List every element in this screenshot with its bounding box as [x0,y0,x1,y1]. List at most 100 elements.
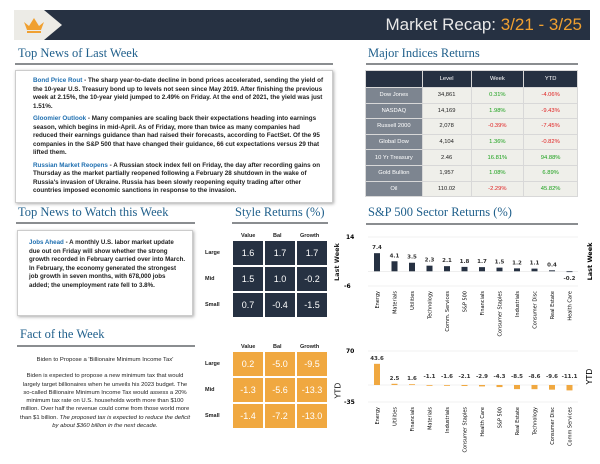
divider [15,63,333,65]
style-row-label: Mid [205,276,215,282]
data-label: -9.6 [546,374,558,380]
data-label: -11.1 [562,374,578,380]
ytd-cell: -0.82% [523,133,578,151]
data-label: 43.6 [370,356,384,362]
bar [374,363,380,385]
style-row-label: Large [205,250,220,256]
sector-chart-last-week: 14 -6 7.4 Energy 4.1 Materials 3.5 Utilities 2.3… [344,234,594,337]
title-text: Market Recap: [385,15,501,34]
data-label: 3.5 [407,255,417,261]
style-cell: -1.5 [297,293,327,317]
news-headline[interactable]: Russian Market Reopens [33,161,108,169]
fact-text: Biden is expected to propose a new minim… [20,373,190,421]
index-name: Dow Jones [365,87,423,104]
ytd-cell: 94.88% [523,149,578,166]
index-name: 10 Yr Treasury [365,149,423,166]
week-cell: -0.39% [470,118,525,135]
bar [496,267,503,272]
category-label: Materials [393,291,399,314]
style-row-label: Small [205,302,220,308]
data-label: -4.3 [493,374,505,380]
table-row: Russell 2000 2,078 -0.39% -7.45% [365,118,578,135]
y-tick-label: -35 [344,399,355,406]
news-body: A Russian stock index fell on Friday, th… [33,161,321,195]
data-label: -8.5 [511,374,523,380]
style-cell: -13.0 [297,404,327,428]
level-cell: 4,104 [421,133,472,151]
style-cell: -0.4 [265,293,295,317]
style-column-label: Value [241,233,256,239]
week-cell: 1.98% [470,102,525,120]
category-label: Consumer Disc [533,291,539,329]
category-label: Financials [480,291,486,316]
category-label: Health Care [480,407,486,437]
watch-body: A monthly U.S. labor market update due o… [29,239,186,289]
watch-box: Jobs Ahead - A monthly U.S. labor market… [17,230,193,316]
category-label: Energy [375,407,381,425]
bar [391,383,398,385]
table-row: Oil 110.02 -2.29% 45.82% [365,180,578,198]
fact-headline: Biden to Propose a 'Billionaire Minimum … [36,357,174,363]
bar [496,385,503,388]
column-header: Level [421,70,472,88]
style-row-label: Small [205,413,220,419]
ytd-cell: -9.43% [523,102,578,120]
data-label: -8.6 [528,374,540,380]
ytd-cell: -7.45% [523,118,578,135]
data-label: 1.5 [495,260,505,266]
level-cell: 1,957 [421,164,472,182]
bar [391,261,398,272]
data-label: 4.1 [390,253,400,259]
watch-headline[interactable]: Jobs Ahead [29,239,64,246]
bar [426,265,433,272]
bar [444,266,450,272]
bar [531,268,538,272]
watch-title: Top News to Watch this Week [18,205,169,219]
bar [409,384,415,386]
style-cell: 1.7 [297,241,327,265]
category-label: S&P 500 [463,291,469,312]
news-body: The sharp year-to-date decline in bond p… [33,77,324,110]
news-headline[interactable]: Gloomier Outlook [33,115,87,122]
week-cell: -2.29% [470,180,525,198]
y-tick-label: -6 [344,283,351,290]
week-cell: 0.31% [470,87,525,104]
y-tick-label: 70 [346,348,354,355]
column-header: Week [470,70,525,88]
news-headline[interactable]: Bond Price Rout [33,77,83,84]
sector-title: S&P 500 Sector Returns (%) [368,205,512,219]
top-news-title: Top News of Last Week [18,46,139,60]
index-name: Global Dow [365,133,423,151]
index-name: Gold Bullion [365,164,423,182]
data-label: -2.1 [458,374,470,380]
style-column-label: Value [241,344,256,350]
divider [16,222,195,224]
style-cell: -9.5 [297,352,327,376]
category-label: Materials [428,407,434,430]
bar [444,385,450,386]
data-label: 1.2 [512,260,522,266]
page-title: Market Recap: 3/21 - 3/25 [385,15,582,35]
bar [531,385,538,390]
fact-box: Biden to Propose a 'Billionaire Minimum … [20,356,190,430]
level-cell: 14,169 [421,102,472,120]
news-item: Bond Price Rout - The sharp year-to-date… [33,77,324,110]
data-label: 2.5 [390,376,400,382]
ytd-cell: -4.06% [523,87,578,104]
news-item: Russian Market Reopens - A Russian stock… [33,161,321,195]
category-label: Real Estate [515,407,521,435]
category-label: Financials [410,407,416,432]
category-label: S&P 500 [498,407,504,428]
ytd-cell: 6.89% [523,164,578,182]
data-label: 0.4 [547,262,557,268]
header-bar: Market Recap: 3/21 - 3/25 [14,10,590,40]
index-name: Russell 2000 [365,118,423,135]
date-range: 3/21 - 3/25 [500,15,582,34]
week-cell: 1.08% [470,164,525,182]
style-cell: -7.2 [265,404,295,428]
divider [17,345,195,347]
fact-italic: The proposed tax is expected to reduce t… [52,414,190,430]
bar [461,266,468,272]
style-cell: 0.2 [233,352,263,376]
level-cell: 34,861 [421,87,472,104]
